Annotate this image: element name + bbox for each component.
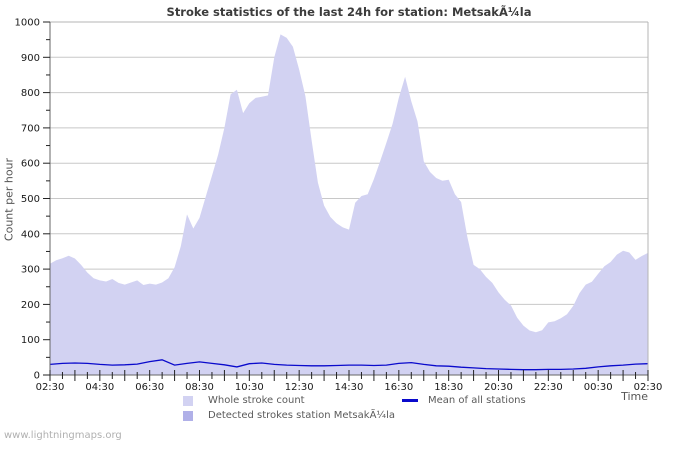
mean-line-swatch (402, 399, 418, 402)
legend-label: Detected strokes station MetsakÃ¼la (208, 410, 396, 421)
x-tick-label: 00:30 (584, 382, 613, 393)
y-tick-label: 700 (21, 123, 40, 134)
y-tick-label: 400 (21, 229, 40, 240)
x-tick-label: 08:30 (185, 382, 214, 393)
legend-column-mean: Mean of all stations (402, 395, 526, 406)
legend-column-areas: Whole stroke count Detected strokes stat… (183, 395, 395, 421)
x-tick-label: 02:30 (36, 382, 65, 393)
detected-strokes-swatch (183, 410, 193, 421)
y-tick-label: 500 (21, 194, 40, 205)
x-tick-label: 04:30 (85, 382, 114, 393)
y-tick-label: 600 (21, 159, 40, 170)
x-tick-label: 06:30 (135, 382, 164, 393)
x-axis-title: Time (621, 390, 648, 403)
watermark: www.lightningmaps.org (4, 430, 122, 441)
y-tick-label: 300 (21, 265, 40, 276)
legend-item-mean-of-all-stations: Mean of all stations (402, 395, 526, 406)
y-tick-label: 900 (21, 53, 40, 64)
whole-stroke-count-swatch (183, 395, 193, 406)
y-tick-label: 100 (21, 335, 40, 346)
legend-label: Mean of all stations (428, 395, 526, 406)
mean-line (49, 359, 649, 371)
x-tick-label: 12:30 (285, 382, 314, 393)
x-tick-label: 20:30 (484, 382, 513, 393)
x-tick-label: 02:30 (634, 382, 663, 393)
y-tick-label: 1000 (15, 18, 40, 29)
y-tick-label: 800 (21, 88, 40, 99)
legend-item-detected-strokes: Detected strokes station MetsakÃ¼la (183, 410, 395, 421)
x-tick-label: 10:30 (235, 382, 264, 393)
x-tick-label: 16:30 (384, 382, 413, 393)
legend-item-whole-stroke-count: Whole stroke count (183, 395, 395, 406)
x-tick-label: 18:30 (434, 382, 463, 393)
x-tick-label: 14:30 (335, 382, 364, 393)
legend-label: Whole stroke count (208, 395, 305, 406)
y-tick-label: 0 (34, 371, 40, 382)
x-tick-label: 22:30 (534, 382, 563, 393)
y-tick-label: 200 (21, 300, 40, 311)
page-title: Stroke statistics of the last 24h for st… (166, 5, 532, 19)
whole-stroke-area (50, 34, 648, 376)
